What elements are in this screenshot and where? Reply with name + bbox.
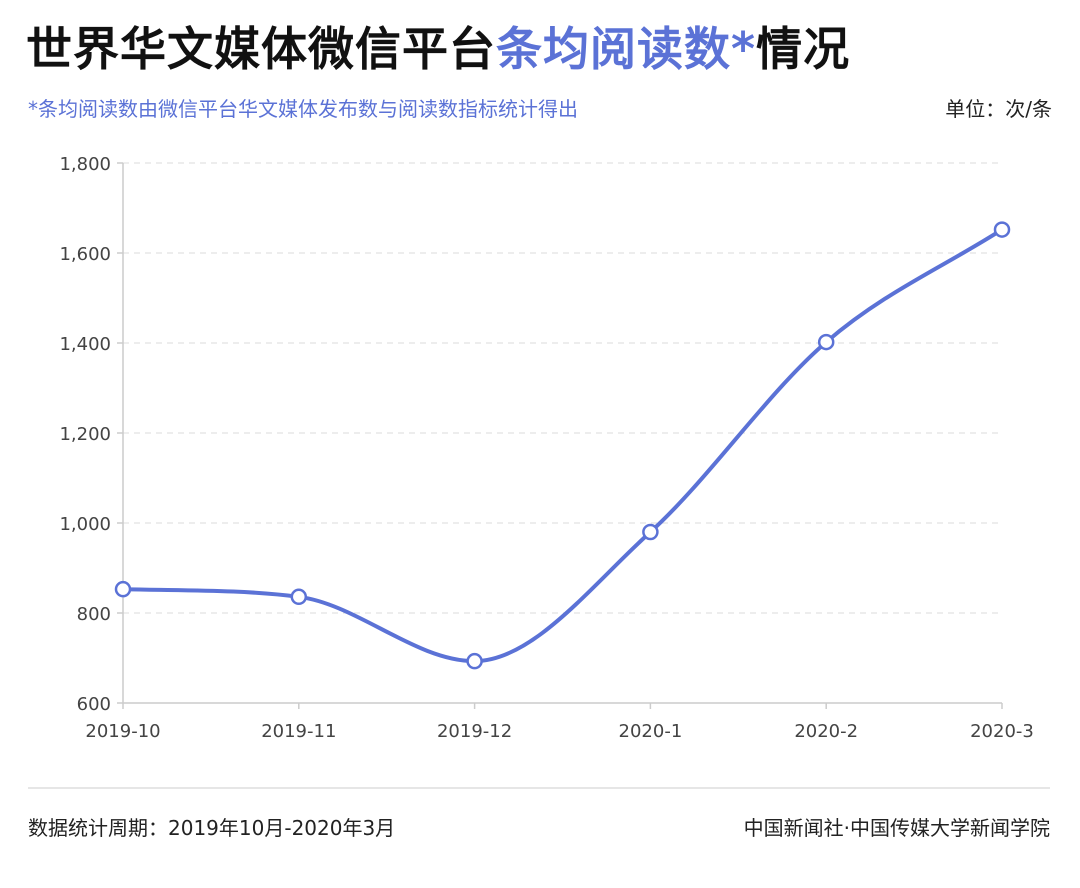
data-point [114,580,132,598]
line-chart: 600 800 1,000 1,200 1,400 1,600 1,800 2019-10 20… [59,154,1034,742]
data-point [290,588,308,606]
y-tick-label: 1,200 [59,424,111,445]
x-tick-label: 2020-3 [970,721,1034,742]
title-part-1: 世界华文媒体微信平台 [26,22,496,76]
chart-subtitle: *条均阅读数由微信平台华文媒体发布数与阅读数指标统计得出 [28,97,578,121]
source-credit: 中国新闻社·中国传媒大学新闻学院 [743,816,1050,840]
data-point [642,523,659,541]
title-part-2: 情况 [756,22,851,76]
y-tick-label: 600 [77,694,111,715]
x-tick-label: 2019-11 [261,721,336,742]
x-tick-label: 2020-1 [619,721,683,742]
data-period: 数据统计周期：2019年10月-2020年3月 [28,816,396,840]
x-tick-label: 2019-12 [437,721,512,742]
y-tick-label: 1,600 [59,244,111,265]
data-point [993,221,1011,238]
series-line [121,227,1004,664]
footer-divider [28,787,1050,789]
y-tick-label: 800 [77,604,111,625]
x-tick-label: 2019-10 [85,721,160,742]
unit-label: 单位：次/条 [945,97,1052,121]
y-tick-label: 1,800 [59,154,111,175]
y-tick-label: 1,400 [59,334,111,355]
title-accent: 条均阅读数* [496,22,757,76]
data-point [466,652,483,670]
chart-title: 世界华文媒体微信平台条均阅读数*情况 [26,14,850,84]
data-point [817,333,835,351]
y-tick-label: 1,000 [59,514,111,535]
x-tick-label: 2020-2 [794,721,858,742]
